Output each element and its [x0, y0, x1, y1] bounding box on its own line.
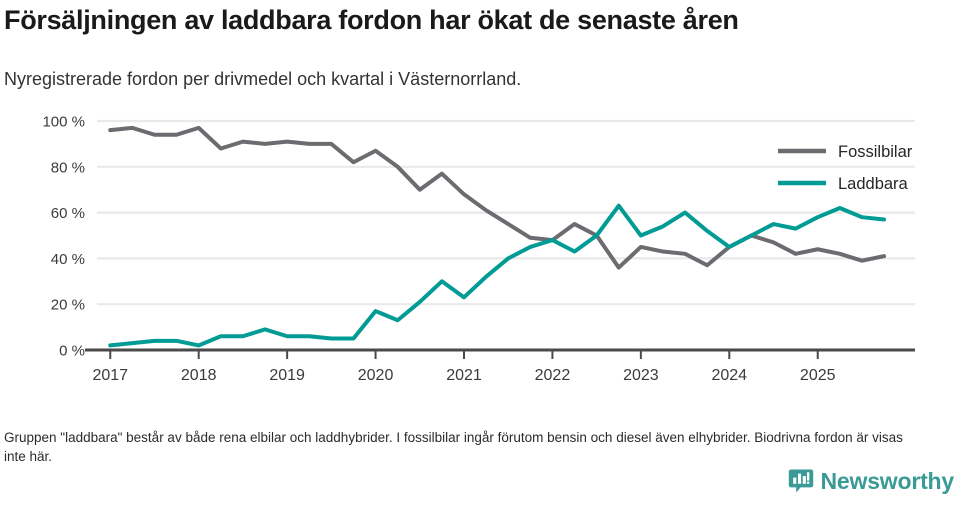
- x-axis-tick-label: 2021: [446, 367, 482, 384]
- x-axis-tick-label: 2019: [269, 367, 305, 384]
- legend-label[interactable]: Laddbara: [838, 175, 909, 193]
- series-lines: [108, 125, 887, 348]
- bar-chart-speech-bubble-icon: [788, 468, 814, 494]
- logo-text: Newsworthy: [820, 468, 955, 494]
- page-title: Försäljningen av laddbara fordon har öka…: [4, 5, 739, 35]
- x-axis-tick-label: 2025: [800, 367, 836, 384]
- y-axis-ticks: 0 % 20 % 40 % 60 % 80 % 100 %: [42, 114, 85, 360]
- y-axis-tick-label: 40 %: [51, 251, 85, 268]
- x-axis-tick-label: 2017: [92, 367, 128, 384]
- x-axis-ticks: 2017 2018 2019 2020 2021 2022 2023 2024 2025: [92, 350, 836, 384]
- footnote: Gruppen "laddbara" består av både rena e…: [4, 430, 903, 464]
- x-axis-tick-label: 2018: [181, 367, 217, 384]
- chart-container: 0 % 20 % 40 % 60 % 80 % 100 % 2017 2018 2019 202…: [0, 108, 960, 398]
- series-line-laddbara: [108, 203, 887, 348]
- legend-label[interactable]: Fossilbilar: [838, 143, 913, 161]
- chart-legend: Fossilbilar Laddbara: [778, 143, 913, 193]
- gridlines: [97, 119, 915, 306]
- y-axis-tick-label: 20 %: [51, 297, 85, 314]
- y-axis-tick-label: 80 %: [51, 159, 85, 176]
- y-axis-tick-label: 0 %: [59, 343, 85, 360]
- page-subtitle: Nyregistrerade fordon per drivmedel och …: [4, 69, 522, 89]
- x-axis-tick-label: 2022: [535, 367, 571, 384]
- newsworthy-logo: Newsworthy: [788, 468, 954, 494]
- y-axis-tick-label: 100 %: [42, 114, 85, 131]
- line-chart: 0 % 20 % 40 % 60 % 80 % 100 % 2017 2018 2019 202…: [42, 114, 915, 384]
- x-axis-tick-label: 2024: [711, 367, 747, 384]
- y-axis-tick-label: 60 %: [51, 205, 85, 222]
- x-axis-tick-label: 2023: [623, 367, 659, 384]
- x-axis-tick-label: 2020: [358, 367, 394, 384]
- series-line-fossilbilar: [108, 125, 887, 270]
